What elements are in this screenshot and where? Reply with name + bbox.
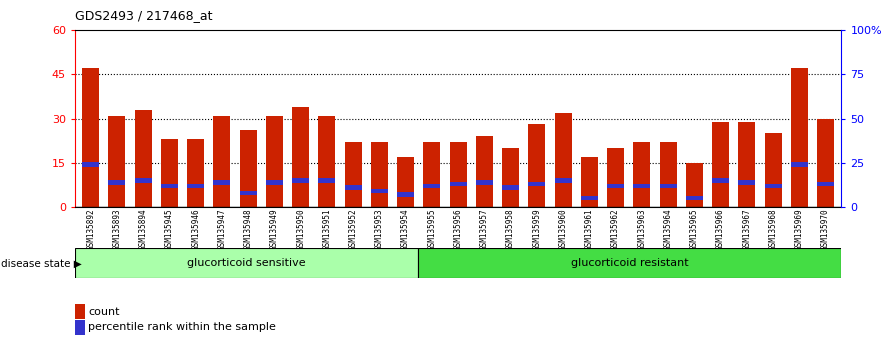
Bar bbox=[424, 184, 440, 188]
Text: GSM135954: GSM135954 bbox=[401, 209, 411, 250]
Bar bbox=[75, 248, 418, 278]
Text: GSM135950: GSM135950 bbox=[296, 209, 305, 250]
Bar bbox=[108, 180, 125, 184]
Text: GSM135968: GSM135968 bbox=[768, 209, 778, 250]
Text: GSM135965: GSM135965 bbox=[690, 209, 699, 250]
Bar bbox=[633, 184, 650, 188]
Text: GSM135949: GSM135949 bbox=[270, 209, 279, 250]
Bar bbox=[161, 184, 178, 188]
Text: GSM135951: GSM135951 bbox=[322, 209, 331, 250]
Text: glucorticoid resistant: glucorticoid resistant bbox=[571, 258, 689, 268]
Text: GSM135948: GSM135948 bbox=[244, 209, 253, 250]
Bar bbox=[292, 107, 309, 207]
Bar bbox=[449, 182, 467, 186]
Text: GSM135955: GSM135955 bbox=[427, 209, 436, 250]
Text: GSM135969: GSM135969 bbox=[795, 209, 803, 250]
Text: GSM135952: GSM135952 bbox=[349, 209, 358, 250]
Bar bbox=[765, 133, 781, 207]
Bar bbox=[685, 196, 703, 200]
Text: disease state ▶: disease state ▶ bbox=[1, 259, 82, 269]
Bar bbox=[424, 142, 440, 207]
Bar bbox=[607, 148, 624, 207]
Bar bbox=[738, 180, 755, 184]
Bar bbox=[82, 68, 100, 207]
Bar bbox=[371, 142, 388, 207]
Text: GDS2493 / 217468_at: GDS2493 / 217468_at bbox=[75, 9, 212, 22]
Bar bbox=[712, 121, 729, 207]
Text: GSM135892: GSM135892 bbox=[86, 209, 95, 250]
Bar bbox=[502, 148, 519, 207]
Bar bbox=[161, 139, 178, 207]
Bar bbox=[554, 178, 572, 183]
Bar bbox=[817, 182, 834, 186]
Bar bbox=[529, 182, 545, 186]
Text: GSM135966: GSM135966 bbox=[716, 209, 725, 250]
Bar bbox=[135, 178, 152, 183]
Bar bbox=[476, 136, 492, 207]
Bar bbox=[554, 113, 572, 207]
Text: GSM135958: GSM135958 bbox=[506, 209, 515, 250]
Text: GSM135962: GSM135962 bbox=[611, 209, 620, 250]
Bar bbox=[529, 125, 545, 207]
Bar bbox=[266, 116, 283, 207]
Bar bbox=[187, 184, 204, 188]
Bar bbox=[738, 121, 755, 207]
Bar bbox=[607, 184, 624, 188]
Text: GSM135957: GSM135957 bbox=[480, 209, 489, 250]
Bar bbox=[82, 162, 100, 167]
Bar bbox=[476, 180, 492, 184]
Text: GSM135967: GSM135967 bbox=[743, 209, 751, 250]
Bar bbox=[791, 68, 808, 207]
Bar bbox=[344, 185, 362, 190]
Bar bbox=[187, 139, 204, 207]
Bar bbox=[318, 178, 336, 183]
Text: GSM135959: GSM135959 bbox=[532, 209, 541, 250]
Text: GSM135953: GSM135953 bbox=[375, 209, 384, 250]
Text: GSM135956: GSM135956 bbox=[454, 209, 463, 250]
Text: GSM135961: GSM135961 bbox=[585, 209, 594, 250]
Text: GSM135945: GSM135945 bbox=[165, 209, 174, 250]
Text: count: count bbox=[88, 307, 120, 316]
Bar bbox=[685, 163, 703, 207]
Bar bbox=[240, 191, 256, 195]
Bar bbox=[660, 142, 677, 207]
Text: GSM135947: GSM135947 bbox=[218, 209, 226, 250]
Bar bbox=[418, 248, 841, 278]
Bar bbox=[791, 162, 808, 167]
Bar bbox=[712, 178, 729, 183]
Bar bbox=[660, 184, 677, 188]
Text: GSM135946: GSM135946 bbox=[191, 209, 200, 250]
Text: GSM135960: GSM135960 bbox=[559, 209, 567, 250]
Bar bbox=[397, 157, 414, 207]
Bar bbox=[765, 184, 781, 188]
Text: GSM135964: GSM135964 bbox=[663, 209, 672, 250]
Bar bbox=[581, 196, 598, 200]
Bar bbox=[135, 110, 152, 207]
Text: glucorticoid sensitive: glucorticoid sensitive bbox=[188, 258, 306, 268]
Bar bbox=[213, 180, 231, 184]
Text: GSM135893: GSM135893 bbox=[113, 209, 122, 250]
Text: GSM135970: GSM135970 bbox=[821, 209, 830, 250]
Bar bbox=[449, 142, 467, 207]
Bar bbox=[318, 116, 336, 207]
Bar bbox=[240, 130, 256, 207]
Bar bbox=[371, 189, 388, 193]
Bar bbox=[633, 142, 650, 207]
Bar bbox=[292, 178, 309, 183]
Bar bbox=[397, 193, 414, 197]
Bar bbox=[108, 116, 125, 207]
Bar bbox=[213, 116, 231, 207]
Bar bbox=[266, 180, 283, 184]
Bar bbox=[581, 157, 598, 207]
Text: percentile rank within the sample: percentile rank within the sample bbox=[88, 322, 276, 332]
Text: GSM135894: GSM135894 bbox=[138, 209, 148, 250]
Bar bbox=[344, 142, 362, 207]
Bar bbox=[502, 185, 519, 190]
Bar bbox=[817, 119, 834, 207]
Text: GSM135963: GSM135963 bbox=[637, 209, 647, 250]
